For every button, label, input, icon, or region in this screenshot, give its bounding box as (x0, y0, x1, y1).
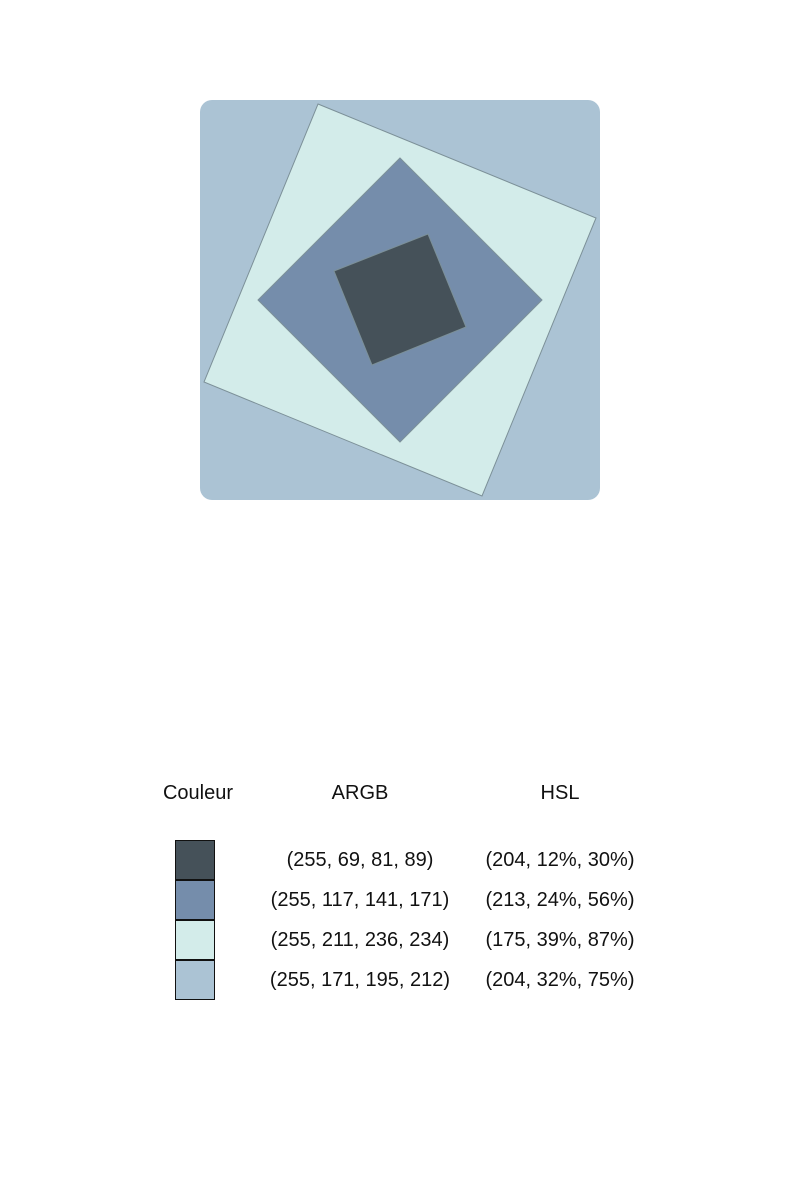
color-swatch (175, 960, 215, 1000)
header-hsl: HSL (540, 782, 580, 804)
legend-row: (255, 117, 141, 171) (213, 24%, 56%) (0, 880, 800, 920)
legend-row: (255, 211, 236, 234) (175, 39%, 87%) (0, 920, 800, 960)
argb-value: (255, 117, 141, 171) (270, 889, 450, 911)
color-swatch (175, 920, 215, 960)
hsl-value: (175, 39%, 87%) (485, 929, 635, 951)
hsl-value: (213, 24%, 56%) (485, 889, 635, 911)
hsl-value: (204, 32%, 75%) (485, 969, 635, 991)
legend-row: (255, 171, 195, 212) (204, 32%, 75%) (0, 960, 800, 1000)
header-color: Couleur (162, 782, 234, 804)
inner-tilted-square (333, 233, 467, 366)
color-swatch (175, 840, 215, 880)
header-argb: ARGB (331, 782, 389, 804)
argb-value: (255, 69, 81, 89) (286, 849, 434, 871)
nested-squares-artwork (200, 100, 600, 500)
hsl-value: (204, 12%, 30%) (485, 849, 635, 871)
color-legend-table: Couleur ARGB HSL (255, 69, 81, 89) (204,… (0, 770, 800, 1030)
argb-value: (255, 211, 236, 234) (270, 929, 450, 951)
argb-value: (255, 171, 195, 212) (269, 969, 451, 991)
color-swatch (175, 880, 215, 920)
legend-row: (255, 69, 81, 89) (204, 12%, 30%) (0, 840, 800, 880)
